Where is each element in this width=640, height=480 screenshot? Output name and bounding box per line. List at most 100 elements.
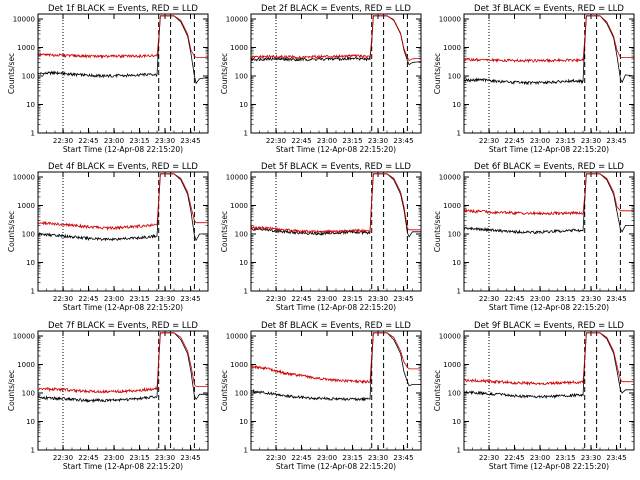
y-tick-label: 100 <box>22 231 35 239</box>
x-tick-label: 23:00 <box>317 295 337 303</box>
x-tick-label: 23:00 <box>530 454 550 462</box>
plot-title: Det 1f BLACK = Events, RED = LLD <box>48 4 198 14</box>
y-tick-label: 1 <box>457 288 461 296</box>
y-tick-label: 1000 <box>17 361 35 369</box>
y-tick-label: 1 <box>244 130 248 138</box>
y-tick-label: 10000 <box>439 333 461 341</box>
y-tick-label: 100 <box>22 390 35 398</box>
x-axis-label: Start Time (12-Apr-08 22:15:20) <box>489 303 609 312</box>
series-line-lld <box>251 332 421 385</box>
x-tick-label: 23:45 <box>393 454 413 462</box>
series-line-events <box>38 173 208 242</box>
x-tick-label: 22:30 <box>53 295 73 303</box>
x-axis-label: Start Time (12-Apr-08 22:15:20) <box>489 145 609 154</box>
subplot-7: Det 7f BLACK = Events, RED = LLD 1 10 100 10… <box>7 321 209 471</box>
y-tick-label: 10 <box>239 418 248 426</box>
x-tick-label: 23:30 <box>368 454 388 462</box>
x-tick-label: 22:45 <box>504 295 524 303</box>
x-tick-label: 23:30 <box>155 137 175 145</box>
y-tick-label: 10000 <box>13 174 35 182</box>
series-line-lld <box>38 173 208 231</box>
series-line-events <box>38 332 208 404</box>
series-line-events <box>251 332 421 402</box>
series-line-events <box>251 173 421 238</box>
y-tick-label: 1000 <box>230 361 248 369</box>
x-axis-label: Start Time (12-Apr-08 22:15:20) <box>276 462 396 471</box>
y-axis-label: Counts/sec <box>433 211 442 252</box>
x-tick-label: 22:45 <box>78 454 98 462</box>
y-tick-label: 10 <box>26 259 35 267</box>
y-axis-label: Counts/sec <box>7 211 16 252</box>
x-tick-label: 22:45 <box>504 454 524 462</box>
subplot-8: Det 8f BLACK = Events, RED = LLD 1 10 100 10… <box>220 321 422 471</box>
plot-frame <box>463 13 635 134</box>
x-tick-label: 23:45 <box>393 295 413 303</box>
plot-frame <box>250 330 422 451</box>
subplot-6: Det 6f BLACK = Events, RED = LLD 1 10 100 10… <box>433 162 635 312</box>
y-tick-label: 100 <box>448 73 461 81</box>
x-tick-label: 22:45 <box>78 137 98 145</box>
y-axis-label: Counts/sec <box>220 211 229 252</box>
y-tick-label: 10 <box>452 101 461 109</box>
x-axis-label: Start Time (12-Apr-08 22:15:20) <box>63 303 183 312</box>
y-tick-label: 1000 <box>17 44 35 52</box>
x-tick-label: 23:45 <box>606 295 626 303</box>
x-tick-label: 22:30 <box>53 137 73 145</box>
series-line-events <box>464 332 634 400</box>
x-tick-label: 22:30 <box>266 454 286 462</box>
x-tick-label: 23:00 <box>104 295 124 303</box>
x-tick-label: 23:45 <box>180 137 200 145</box>
x-tick-label: 23:45 <box>606 137 626 145</box>
x-tick-label: 23:00 <box>317 454 337 462</box>
x-tick-label: 23:30 <box>581 295 601 303</box>
y-tick-label: 10000 <box>13 333 35 341</box>
x-tick-label: 22:45 <box>291 295 311 303</box>
x-axis-label: Start Time (12-Apr-08 22:15:20) <box>63 462 183 471</box>
y-tick-label: 10000 <box>439 174 461 182</box>
x-tick-label: 23:45 <box>393 137 413 145</box>
x-tick-label: 23:00 <box>104 137 124 145</box>
x-tick-label: 23:30 <box>155 295 175 303</box>
y-tick-label: 10000 <box>226 333 248 341</box>
x-tick-label: 23:30 <box>155 454 175 462</box>
y-tick-label: 1 <box>457 447 461 455</box>
x-tick-label: 22:45 <box>504 137 524 145</box>
series-line-lld <box>38 332 208 394</box>
series-line-lld <box>251 15 421 62</box>
y-tick-label: 10 <box>452 418 461 426</box>
plot-title: Det 9f BLACK = Events, RED = LLD <box>474 321 624 331</box>
y-tick-label: 10 <box>239 101 248 109</box>
x-axis-label: Start Time (12-Apr-08 22:15:20) <box>489 462 609 471</box>
plot-title: Det 7f BLACK = Events, RED = LLD <box>48 321 198 331</box>
y-tick-label: 100 <box>235 73 248 81</box>
y-tick-label: 10000 <box>13 16 35 24</box>
y-tick-label: 10000 <box>226 16 248 24</box>
plot-frame <box>37 171 209 292</box>
y-axis-label: Counts/sec <box>220 370 229 411</box>
x-tick-label: 22:45 <box>78 295 98 303</box>
x-tick-label: 23:15 <box>129 295 149 303</box>
plot-title: Det 4f BLACK = Events, RED = LLD <box>48 162 198 172</box>
x-tick-label: 23:15 <box>342 137 362 145</box>
y-tick-label: 1000 <box>443 202 461 210</box>
x-tick-label: 23:00 <box>530 295 550 303</box>
x-tick-label: 22:30 <box>53 454 73 462</box>
series-line-lld <box>464 15 634 64</box>
plot-title: Det 5f BLACK = Events, RED = LLD <box>261 162 411 172</box>
x-tick-label: 23:30 <box>368 295 388 303</box>
y-tick-label: 100 <box>235 231 248 239</box>
y-tick-label: 1000 <box>230 202 248 210</box>
y-axis-label: Counts/sec <box>433 53 442 94</box>
x-tick-label: 23:15 <box>342 295 362 303</box>
y-tick-label: 1000 <box>230 44 248 52</box>
y-tick-label: 1 <box>244 288 248 296</box>
y-axis-label: Counts/sec <box>7 370 16 411</box>
x-tick-label: 22:30 <box>266 295 286 303</box>
y-tick-label: 1000 <box>17 202 35 210</box>
subplot-2: Det 2f BLACK = Events, RED = LLD 1 10 100 10… <box>220 4 422 154</box>
plot-frame <box>37 330 209 451</box>
series-line-events <box>464 173 634 235</box>
x-tick-label: 22:30 <box>479 454 499 462</box>
x-tick-label: 23:15 <box>555 137 575 145</box>
plot-title: Det 2f BLACK = Events, RED = LLD <box>261 4 411 14</box>
